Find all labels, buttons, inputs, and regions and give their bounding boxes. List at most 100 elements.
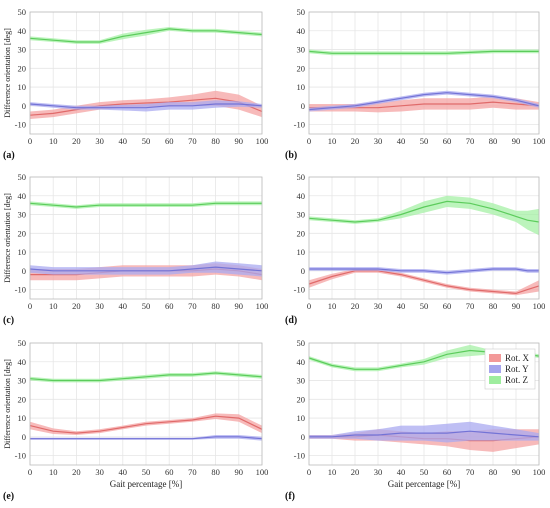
- y-tick-label: 30: [18, 210, 27, 220]
- x-tick-label: 20: [351, 136, 360, 146]
- x-tick-label: 10: [328, 136, 337, 146]
- line-rot-y: [29, 103, 263, 109]
- x-tick-label: 40: [397, 301, 406, 311]
- legend-label-rot-z: Rot. Z: [505, 375, 528, 385]
- y-tick-label: 30: [297, 210, 306, 220]
- x-tick-label: 0: [28, 301, 32, 311]
- legend-swatch-rot-y: [489, 365, 501, 373]
- panel-label: (f): [285, 491, 295, 502]
- line-rot-x: [29, 97, 263, 116]
- x-tick-label: 0: [307, 136, 311, 146]
- x-tick-label: 70: [466, 301, 475, 311]
- y-tick-label: 20: [18, 394, 27, 404]
- x-tick-label: 60: [165, 301, 174, 311]
- line-rot-y: [30, 436, 263, 440]
- legend-swatch-rot-x: [489, 354, 501, 362]
- x-tick-label: 40: [119, 301, 128, 311]
- legend-label-rot-y: Rot. Y: [505, 364, 529, 374]
- x-tick-label: 60: [443, 467, 452, 477]
- y-tick-label: 40: [18, 357, 27, 367]
- band-rot-x: [309, 269, 539, 296]
- x-tick-label: 30: [95, 301, 104, 311]
- x-tick-label: 40: [119, 467, 128, 477]
- y-axis-label: Difference orientation [deg]: [3, 28, 12, 118]
- band-rot-y: [30, 100, 262, 112]
- x-tick-label: 30: [374, 301, 383, 311]
- x-tick-label: 10: [49, 136, 58, 146]
- y-tick-label: 0: [22, 432, 26, 442]
- x-tick-label: 80: [489, 467, 498, 477]
- y-tick-label: 50: [18, 7, 27, 17]
- x-tick-label: 10: [328, 301, 337, 311]
- x-tick-label: 70: [188, 301, 197, 311]
- legend-swatch-rot-z: [489, 376, 501, 384]
- x-axis-label: Gait percentage [%]: [388, 479, 460, 489]
- x-tick-label: 50: [142, 301, 151, 311]
- y-axis-label: Difference orientation [deg]: [3, 359, 12, 449]
- panel-c: 0 10 20 30 40 50 60 70 80 90 100-1001020304050Diff…: [3, 172, 268, 326]
- x-tick-label: 50: [420, 136, 429, 146]
- x-tick-label: 70: [466, 467, 475, 477]
- y-tick-label: 50: [18, 172, 27, 182]
- y-tick-label: 50: [297, 172, 306, 182]
- x-tick-label: 50: [420, 301, 429, 311]
- x-tick-label: 50: [142, 467, 151, 477]
- line-rot-z: [29, 202, 262, 208]
- y-tick-label: 20: [18, 228, 27, 238]
- x-tick-label: 90: [512, 467, 521, 477]
- x-tick-label: 90: [512, 136, 521, 146]
- x-tick-label: 80: [211, 136, 220, 146]
- y-tick-label: 10: [297, 413, 306, 423]
- x-tick-label: 90: [235, 136, 244, 146]
- y-tick-label: 50: [297, 338, 306, 348]
- x-tick-label: 0: [307, 301, 311, 311]
- y-tick-label: 0: [22, 101, 26, 111]
- x-tick-label: 90: [512, 301, 521, 311]
- panel-e: 0 10 20 30 40 50 60 70 80 90 100-1001020304050Diff…: [3, 338, 268, 502]
- y-tick-label: 40: [297, 26, 306, 36]
- y-tick-label: 20: [297, 228, 306, 238]
- x-tick-label: 20: [72, 301, 81, 311]
- x-tick-label: 60: [443, 301, 452, 311]
- panel-f: 0 10 20 30 40 50 60 70 80 90 100-1001020304050Gait…: [285, 338, 545, 502]
- line-rot-y: [29, 266, 263, 272]
- line-rot-z: [308, 50, 539, 54]
- y-tick-label: -10: [15, 120, 26, 130]
- x-tick-label: 100: [256, 136, 269, 146]
- y-tick-label: 10: [297, 82, 306, 92]
- y-tick-label: 40: [18, 26, 27, 36]
- x-tick-label: 30: [95, 467, 104, 477]
- x-tick-label: 40: [397, 467, 406, 477]
- x-tick-label: 80: [489, 301, 498, 311]
- y-tick-label: 30: [18, 45, 27, 55]
- y-tick-label: 0: [22, 266, 26, 276]
- x-tick-label: 90: [235, 301, 244, 311]
- panel-label: (a): [3, 150, 15, 161]
- line-rot-y: [309, 268, 539, 274]
- x-tick-label: 50: [142, 136, 151, 146]
- x-tick-label: 40: [397, 136, 406, 146]
- panel-label: (d): [285, 315, 297, 326]
- x-tick-label: 70: [466, 136, 475, 146]
- y-tick-label: 50: [297, 7, 306, 17]
- panel-label: (e): [3, 491, 14, 502]
- y-tick-label: 10: [18, 247, 27, 257]
- x-tick-label: 60: [165, 136, 174, 146]
- x-tick-label: 60: [165, 467, 174, 477]
- x-tick-label: 10: [49, 301, 58, 311]
- y-tick-label: 30: [18, 376, 27, 386]
- y-tick-label: 20: [297, 63, 306, 73]
- legend-label-rot-x: Rot. X: [505, 353, 530, 363]
- x-tick-label: 70: [188, 136, 197, 146]
- x-tick-label: 100: [533, 301, 546, 311]
- y-tick-label: 20: [297, 394, 306, 404]
- y-tick-label: 10: [297, 247, 306, 257]
- line-rot-x: [29, 415, 263, 434]
- band-rot-y: [30, 261, 262, 277]
- line-rot-y: [309, 430, 540, 438]
- y-tick-label: -10: [15, 451, 26, 461]
- line-rot-z: [308, 200, 540, 223]
- y-tick-label: 40: [297, 357, 306, 367]
- x-axis-label: Gait percentage [%]: [110, 479, 182, 489]
